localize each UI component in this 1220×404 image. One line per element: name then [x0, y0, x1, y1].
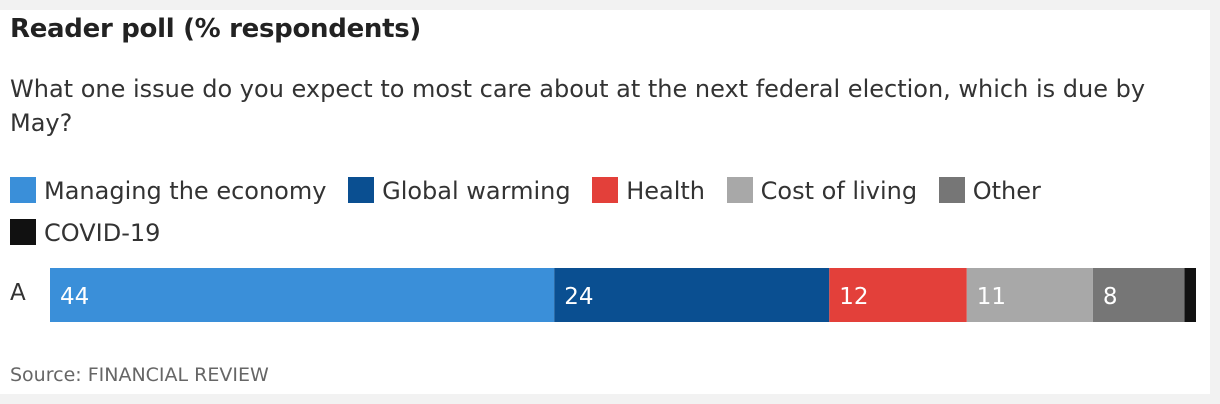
legend-item-covid-19: COVID-19 — [10, 212, 160, 254]
chart-title: Reader poll (% respondents) — [10, 14, 422, 44]
data-label-other: 8 — [1103, 284, 1118, 310]
bar-segment-covid-19 — [1184, 268, 1196, 322]
legend-swatch — [938, 177, 965, 203]
legend-label: Health — [626, 177, 706, 205]
legend-label: Other — [972, 177, 1041, 205]
chart-card: Reader poll (% respondents) What one iss… — [0, 10, 1210, 394]
legend-item-other: Other — [938, 170, 1041, 212]
bar-segment-managing-the-economy — [50, 268, 555, 322]
bar-segment-other — [1092, 268, 1185, 322]
bar-segment-cost-of-living — [966, 268, 1093, 322]
legend-item-health: Health — [592, 170, 705, 212]
data-label-cost-of-living: 11 — [977, 284, 1006, 310]
legend-swatch — [348, 177, 375, 203]
data-label-managing-the-economy: 44 — [60, 284, 89, 310]
legend-label: COVID-19 — [44, 219, 161, 247]
legend-label: Global warming — [382, 177, 571, 205]
legend-swatch — [10, 177, 36, 203]
bar-segment-health — [829, 268, 967, 322]
legend-item-managing-the-economy: Managing the economy — [10, 170, 326, 212]
legend-item-global-warming: Global warming — [348, 170, 571, 212]
legend-item-cost-of-living: Cost of living — [726, 170, 918, 212]
legend-label: Managing the economy — [44, 177, 327, 205]
category-label: A — [10, 280, 26, 306]
legend-label: Cost of living — [760, 177, 918, 205]
chart-source: Source: FINANCIAL REVIEW — [10, 364, 269, 386]
legend-swatch — [592, 177, 619, 203]
legend-swatch — [726, 177, 753, 203]
legend-swatch — [10, 219, 36, 245]
data-label-global-warming: 24 — [564, 284, 593, 310]
stacked-bar-chart: 44 24 12 11 8 — [50, 268, 1196, 322]
chart-legend: Managing the economy Global warming Heal… — [10, 170, 1190, 254]
chart-subtitle: What one issue do you expect to most car… — [10, 75, 1146, 137]
data-label-health: 12 — [839, 284, 868, 310]
bar-segment-global-warming — [554, 268, 830, 322]
